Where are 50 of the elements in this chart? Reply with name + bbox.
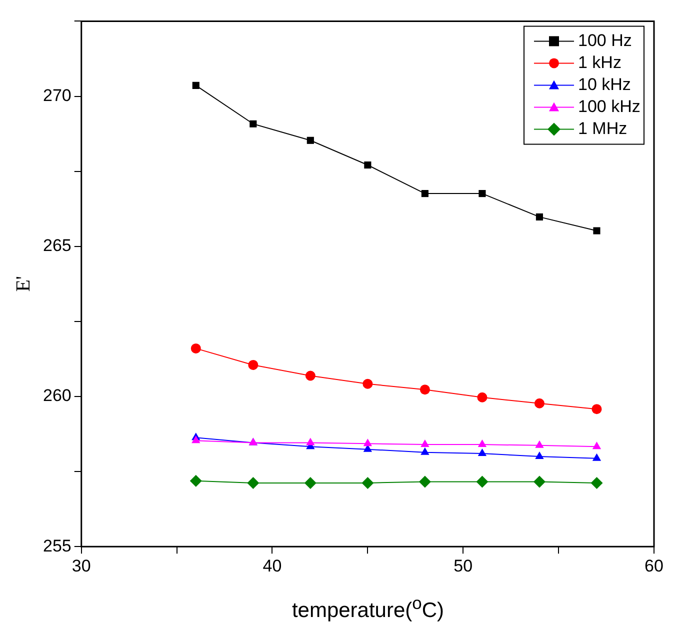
point [536,213,544,220]
point [590,476,603,489]
legend-label: 100 Hz [578,30,632,50]
point [592,442,602,450]
point [534,398,544,408]
point [304,476,316,489]
point [248,360,258,370]
point [533,476,546,488]
point [364,161,372,169]
y-tick-label: 265 [42,236,72,256]
y-tick-label: 255 [42,536,72,556]
point [420,447,430,455]
point [306,438,315,446]
point [535,440,544,448]
x-tick-label: 50 [454,556,473,576]
point [478,448,487,456]
point [190,343,201,354]
point [478,440,487,448]
x-axis-title: temperature($^{o}$C) [290,593,446,623]
point [250,120,257,128]
point [476,476,488,488]
point [192,436,200,444]
point [593,227,600,234]
point [421,190,428,198]
point [592,404,602,414]
point [478,190,486,198]
point [306,136,314,144]
point [362,476,374,489]
y-tick-label: 260 [42,386,72,406]
point [418,476,431,488]
x-tick-label: 40 [262,556,282,576]
x-tick-label: 30 [72,556,91,576]
y-tick-label: 270 [42,86,72,105]
point [190,474,202,487]
y-axis-title: E' [12,276,34,292]
x-tick-label: 60 [644,556,664,576]
legend-label: 1 kHz [578,52,622,72]
point [247,476,260,489]
point [305,370,316,381]
point [420,384,430,395]
legend-label: 100 kHz [578,96,640,116]
point [535,452,544,460]
point [477,392,488,402]
legend-label: 10 kHz [578,74,631,94]
point [420,440,430,448]
point [363,438,372,446]
point [362,378,373,389]
point [192,82,200,89]
point [592,453,602,461]
legend-label: 1 MHz [578,118,628,138]
